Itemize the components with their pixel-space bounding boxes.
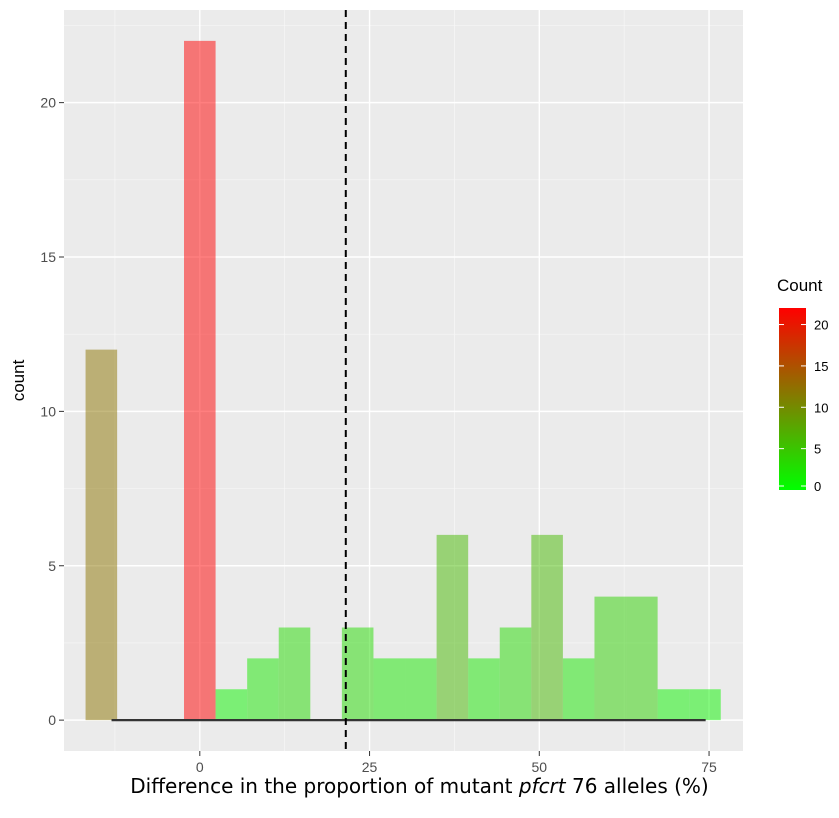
legend-tick-label: 10: [814, 400, 828, 415]
color-legend: Count 20 15 10 5 0: [777, 276, 828, 494]
histogram-bar: [499, 627, 532, 721]
histogram-bar: [184, 40, 216, 721]
minor-gridlines: [64, 10, 743, 751]
x-tick-label: 50: [532, 759, 548, 775]
x-axis-title-part1: Difference in the proportion of mutant: [130, 774, 519, 798]
histogram-bar: [594, 596, 627, 721]
legend-tick-label: 15: [814, 359, 828, 374]
y-tick-label: 5: [48, 558, 56, 574]
x-axis-title-gene: pfcrt: [518, 774, 566, 798]
histogram-bars: [85, 40, 721, 721]
histogram-bar: [215, 689, 248, 721]
histogram-bar: [278, 627, 311, 721]
x-tick-label: 75: [701, 759, 717, 775]
legend-ticks: 20 15 10 5 0: [779, 318, 828, 494]
x-tick-label: 25: [362, 759, 378, 775]
histogram-bar: [373, 658, 406, 721]
y-tick-label: 0: [48, 712, 56, 728]
histogram-bar: [689, 689, 721, 721]
histogram-bar: [247, 658, 279, 721]
legend-tick-label: 20: [814, 318, 828, 333]
histogram-bar: [341, 627, 374, 721]
y-axis-title: count: [9, 359, 28, 401]
histogram-bar: [657, 689, 690, 721]
y-tick-label: 15: [40, 249, 56, 265]
legend-tick-label: 0: [814, 479, 821, 494]
histogram-bar: [531, 534, 563, 721]
x-axis-title-part2: 76 alleles (%): [565, 774, 709, 798]
y-tick-label: 10: [40, 403, 56, 419]
histogram-bar: [562, 658, 595, 721]
legend-title: Count: [777, 276, 823, 295]
legend-colorbar: [779, 308, 806, 490]
histogram-bar: [436, 534, 469, 721]
x-tick-label: 0: [196, 759, 204, 775]
histogram-bar: [626, 596, 658, 721]
y-axis: 0 5 10 15 20: [40, 95, 64, 728]
histogram-bar: [85, 349, 118, 721]
legend-tick-label: 5: [814, 442, 821, 457]
histogram-bar: [405, 658, 437, 721]
y-tick-label: 20: [40, 95, 56, 111]
x-axis-title: Difference in the proportion of mutant p…: [0, 774, 839, 798]
histogram-bar: [468, 658, 500, 721]
x-axis: 0 25 50 75: [196, 751, 717, 775]
